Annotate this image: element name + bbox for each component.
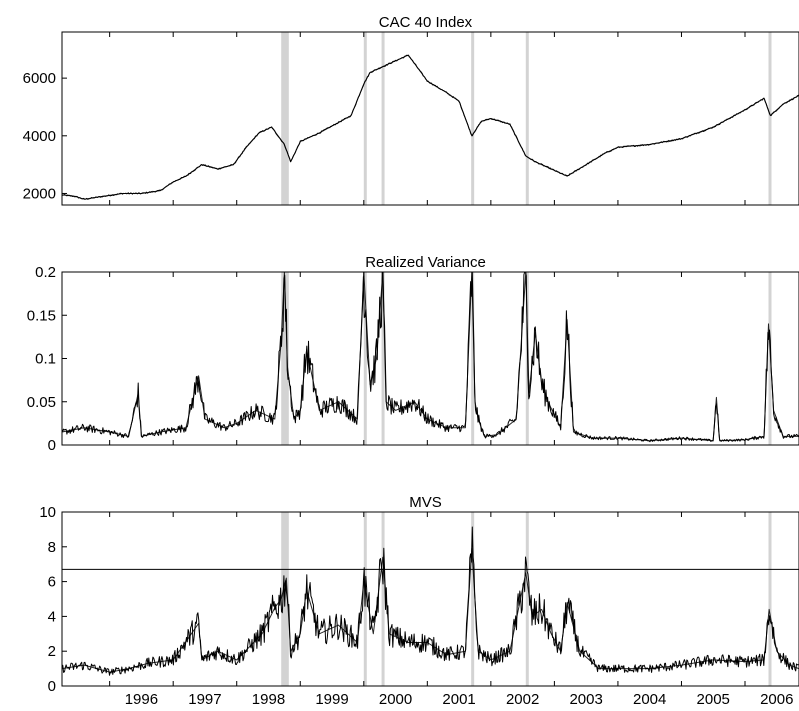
shaded-period-6: [768, 272, 772, 445]
chart-title: CAC 40 Index: [379, 14, 473, 31]
panel-1: CAC 40 Index 2000 4000 6000: [23, 14, 799, 206]
y-tick-label: 6: [48, 574, 56, 591]
shaded-period-2: [363, 272, 367, 445]
y-tick-label: 10: [39, 504, 56, 521]
x-tick-label: 1998: [252, 691, 285, 708]
shaded-period-1: [281, 32, 289, 205]
shaded-period-4: [471, 272, 475, 445]
shaded-period-3: [381, 272, 385, 445]
y-tick-label: 4000: [23, 128, 56, 145]
shaded-period-6: [768, 512, 772, 686]
y-tick-label: 0.1: [35, 351, 56, 368]
x-tick-label: 2001: [442, 691, 475, 708]
x-tick-label: 2002: [506, 691, 539, 708]
y-tick-label: 4: [48, 608, 56, 625]
x-tick-label: 2004: [633, 691, 666, 708]
shaded-period-4: [471, 32, 475, 205]
chart-title: Realized Variance: [365, 254, 486, 271]
x-tick-label: 1996: [125, 691, 158, 708]
y-tick-label: 0.15: [27, 307, 56, 324]
shaded-period-4: [471, 512, 475, 686]
shaded-period-1: [281, 272, 289, 445]
shaded-period-5: [525, 512, 529, 686]
y-tick-label: 2000: [23, 185, 56, 202]
series-keypoints: [61, 548, 799, 673]
axes-frame: [61, 31, 799, 206]
y-tick-label: 0: [48, 437, 56, 454]
y-tick-label: 0.2: [35, 264, 56, 281]
x-tick-label: 2005: [697, 691, 730, 708]
y-tick-label: 2: [48, 643, 56, 660]
y-tick-label: 8: [48, 539, 56, 556]
x-tick-label: 1999: [315, 691, 348, 708]
shaded-period-3: [381, 512, 385, 686]
y-tick-label: 0: [48, 678, 56, 695]
panel-3: MVS 0 2 4 6 8 10 1996 1997 1998 1999 2000 2001 2002 20…: [39, 494, 799, 708]
series-line: [61, 271, 799, 443]
x-tick-label: 2003: [569, 691, 602, 708]
series-line: [61, 526, 799, 676]
x-tick-label: 2000: [379, 691, 412, 708]
chart-title: MVS: [409, 494, 442, 511]
shaded-period-5: [525, 32, 529, 205]
axes-frame: [61, 511, 799, 687]
shaded-period-3: [381, 32, 385, 205]
y-tick-label: 6000: [23, 70, 56, 87]
shaded-period-6: [768, 32, 772, 205]
y-tick-label: 0.05: [27, 394, 56, 411]
panel-2: Realized Variance 0 0.05 0.1 0.15 0.2: [27, 254, 799, 454]
series-keypoints: [61, 271, 799, 442]
x-tick-label: 2006: [760, 691, 793, 708]
x-tick-label: 1997: [188, 691, 221, 708]
series-line: [61, 54, 799, 200]
series-keypoints: [61, 54, 799, 200]
shaded-period-2: [363, 32, 367, 205]
